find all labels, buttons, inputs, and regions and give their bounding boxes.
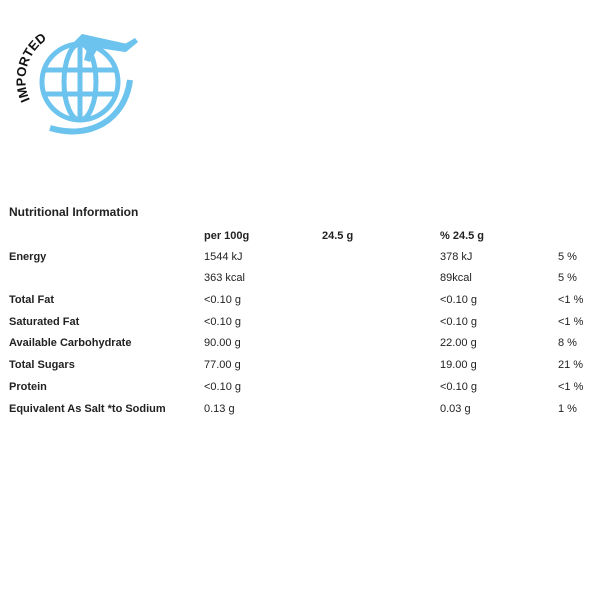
row-label: Energy	[9, 251, 47, 263]
row-label: Total Fat	[9, 294, 55, 306]
row-label: Saturated Fat	[9, 316, 80, 328]
table-title: Nutritional Information	[9, 205, 139, 219]
imported-logo: IMPORTED	[13, 30, 138, 135]
per-100g-cell: 1544 kJ	[204, 251, 243, 263]
column-header: % 24.5 g	[440, 230, 485, 242]
per-100g-cell: <0.10 g	[204, 381, 242, 393]
serving-cell: 19.00 g	[440, 359, 477, 371]
per-100g-cell: <0.10 g	[204, 294, 242, 306]
row-label: Available Carbohydrate	[9, 337, 132, 349]
serving-cell: <0.10 g	[440, 381, 478, 393]
percent-cell: 8 %	[558, 337, 577, 349]
serving-cell: 22.00 g	[440, 337, 477, 349]
per-100g-cell: 77.00 g	[204, 359, 241, 371]
serving-cell: 0.03 g	[440, 403, 471, 415]
column-header: per 100g	[204, 230, 250, 242]
percent-cell: <1 %	[558, 381, 584, 393]
serving-cell: <0.10 g	[440, 316, 478, 328]
column-header: 24.5 g	[322, 230, 354, 242]
serving-cell: 378 kJ	[440, 251, 473, 263]
percent-cell: 5 %	[558, 251, 577, 263]
percent-cell: 21 %	[558, 359, 584, 371]
percent-cell: 5 %	[558, 272, 577, 284]
row-label: Total Sugars	[9, 359, 75, 371]
per-100g-cell: <0.10 g	[204, 316, 242, 328]
serving-cell: 89kcal	[440, 272, 472, 284]
per-100g-cell: 90.00 g	[204, 337, 241, 349]
serving-cell: <0.10 g	[440, 294, 478, 306]
percent-cell: <1 %	[558, 316, 584, 328]
row-label: Equivalent As Salt *to Sodium	[9, 403, 166, 415]
percent-cell: 1 %	[558, 403, 577, 415]
per-100g-cell: 363 kcal	[204, 272, 245, 284]
percent-cell: <1 %	[558, 294, 584, 306]
row-label: Protein	[9, 381, 47, 393]
per-100g-cell: 0.13 g	[204, 403, 235, 415]
